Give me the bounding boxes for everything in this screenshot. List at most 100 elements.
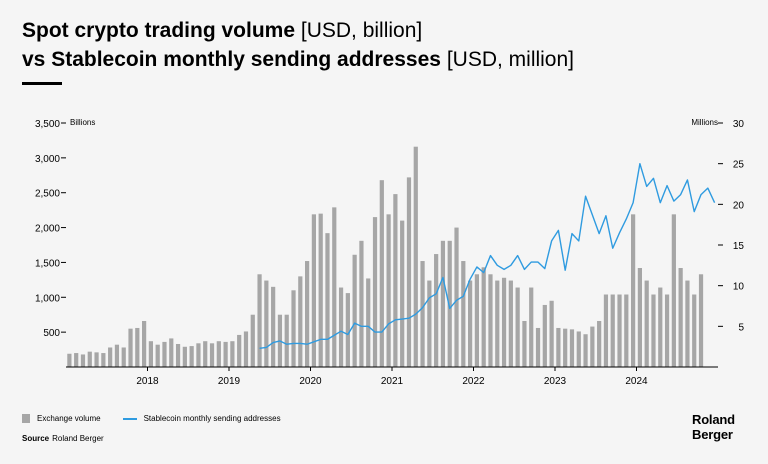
chart-title: Spot crypto trading volume [USD, billion…	[22, 16, 574, 74]
volume-bar	[162, 341, 167, 367]
volume-bar	[135, 327, 140, 367]
y-right-tick-label: 10	[733, 282, 745, 293]
volume-bar	[189, 346, 194, 367]
volume-bar	[434, 254, 439, 367]
volume-bar	[583, 334, 588, 367]
volume-bar	[101, 353, 106, 367]
volume-bar	[454, 227, 459, 367]
volume-bar	[420, 261, 425, 367]
right-axis-ticks: 5 10 15 20 25 30	[718, 119, 744, 333]
volume-bar	[406, 177, 412, 367]
volume-bar	[468, 280, 473, 367]
volume-bar	[576, 331, 581, 367]
volume-bar	[488, 274, 493, 367]
volume-bar	[501, 277, 507, 367]
volume-bar	[243, 331, 249, 367]
volume-bar	[481, 267, 486, 367]
volume-bar	[522, 320, 527, 367]
volume-bar	[447, 240, 452, 367]
volume-bar	[617, 294, 622, 367]
volume-bar	[250, 314, 255, 367]
chart-area: 500 1,000 1,500 2,000 2,500 3,000 3,500 5 10 15 2…	[35, 118, 744, 387]
volume-bar	[569, 329, 575, 367]
x-tick-label: 2022	[462, 376, 485, 387]
title-line-2: vs Stablecoin monthly sending addresses …	[22, 48, 574, 71]
volume-bar	[379, 180, 384, 367]
volume-bar	[535, 327, 541, 367]
x-axis-ticks: 2018 2019 2020 2021 2022 2023 2024	[136, 367, 648, 387]
roland-berger-logo: Roland Berger	[692, 412, 735, 442]
volume-bar	[590, 326, 595, 367]
volume-bar	[148, 341, 153, 367]
volume-bar	[169, 338, 174, 367]
volume-bar	[87, 351, 92, 367]
legend-item-stablecoin: Stablecoin monthly sending addresses	[122, 414, 281, 423]
legend-line-swatch	[122, 417, 137, 420]
volume-bar	[291, 290, 296, 367]
y-left-tick-label: 2,500	[35, 189, 60, 200]
volume-bar	[305, 261, 310, 367]
x-tick-label: 2018	[136, 376, 159, 387]
y-left-tick-label: 3,000	[35, 154, 60, 165]
y-left-tick-label: 1,500	[35, 258, 60, 269]
title-line-1-unit: [USD, billion]	[300, 19, 423, 42]
volume-bar	[393, 194, 398, 367]
source-note: Source Roland Berger	[22, 434, 104, 443]
volume-bar	[298, 276, 303, 367]
volume-bar	[685, 280, 690, 367]
legend-label-stablecoin: Stablecoin monthly sending addresses	[143, 414, 281, 423]
volume-bar	[631, 214, 636, 367]
y-right-tick-label: 20	[733, 200, 745, 211]
left-axis-unit-label: Billions	[70, 118, 95, 127]
x-tick-label: 2020	[299, 376, 322, 387]
y-right-tick-label: 15	[733, 241, 745, 252]
volume-bar	[352, 254, 357, 367]
x-tick-label: 2023	[544, 376, 567, 387]
logo-line-2: Berger	[692, 427, 733, 442]
y-left-tick-label: 3,500	[35, 119, 60, 130]
volume-bar	[284, 314, 289, 367]
y-right-tick-label: 5	[738, 322, 744, 333]
legend-item-exchange-volume: Exchange volume	[22, 414, 101, 423]
volume-bar	[508, 280, 513, 367]
volume-bar	[556, 327, 561, 367]
title-line-2-bold: vs Stablecoin monthly sending addresses	[22, 48, 441, 71]
volume-bar	[603, 294, 609, 367]
volume-bar	[311, 214, 316, 367]
right-axis-unit-label: Millions	[691, 118, 718, 127]
volume-bar	[230, 341, 235, 367]
volume-bar	[529, 287, 534, 367]
title-line-2-unit: [USD, million]	[446, 48, 575, 71]
legend-label-exchange-volume: Exchange volume	[37, 414, 101, 423]
volume-bar	[128, 328, 133, 367]
volume-bar	[332, 207, 337, 367]
volume-bar	[678, 268, 683, 367]
volume-bar	[366, 278, 371, 367]
x-tick-label: 2024	[625, 376, 648, 387]
volume-bar	[114, 344, 120, 367]
volume-bar	[80, 354, 86, 367]
source-value: Roland Berger	[52, 434, 104, 443]
volume-bar	[692, 294, 697, 367]
volume-bar	[196, 343, 201, 367]
volume-bar	[209, 343, 215, 367]
volume-bar	[257, 274, 262, 367]
y-left-tick-label: 1,000	[35, 293, 60, 304]
stablecoin-line	[259, 162, 716, 349]
y-right-tick-label: 25	[733, 160, 745, 171]
y-right-tick-label: 30	[733, 119, 745, 130]
volume-bar	[223, 341, 228, 367]
x-tick-label: 2019	[218, 376, 241, 387]
volume-bar	[175, 343, 181, 367]
volume-bar	[698, 274, 704, 367]
volume-bar	[203, 341, 208, 367]
volume-bar	[318, 213, 323, 367]
volume-bar	[74, 353, 79, 367]
x-tick-label: 2021	[381, 376, 404, 387]
volume-bar	[345, 293, 350, 367]
left-axis-ticks: 500 1,000 1,500 2,000 2,500 3,000 3,500	[35, 119, 66, 339]
volume-bar	[155, 344, 160, 367]
volume-bar	[216, 341, 221, 367]
volume-bar	[671, 214, 676, 367]
volume-bar	[338, 287, 344, 367]
